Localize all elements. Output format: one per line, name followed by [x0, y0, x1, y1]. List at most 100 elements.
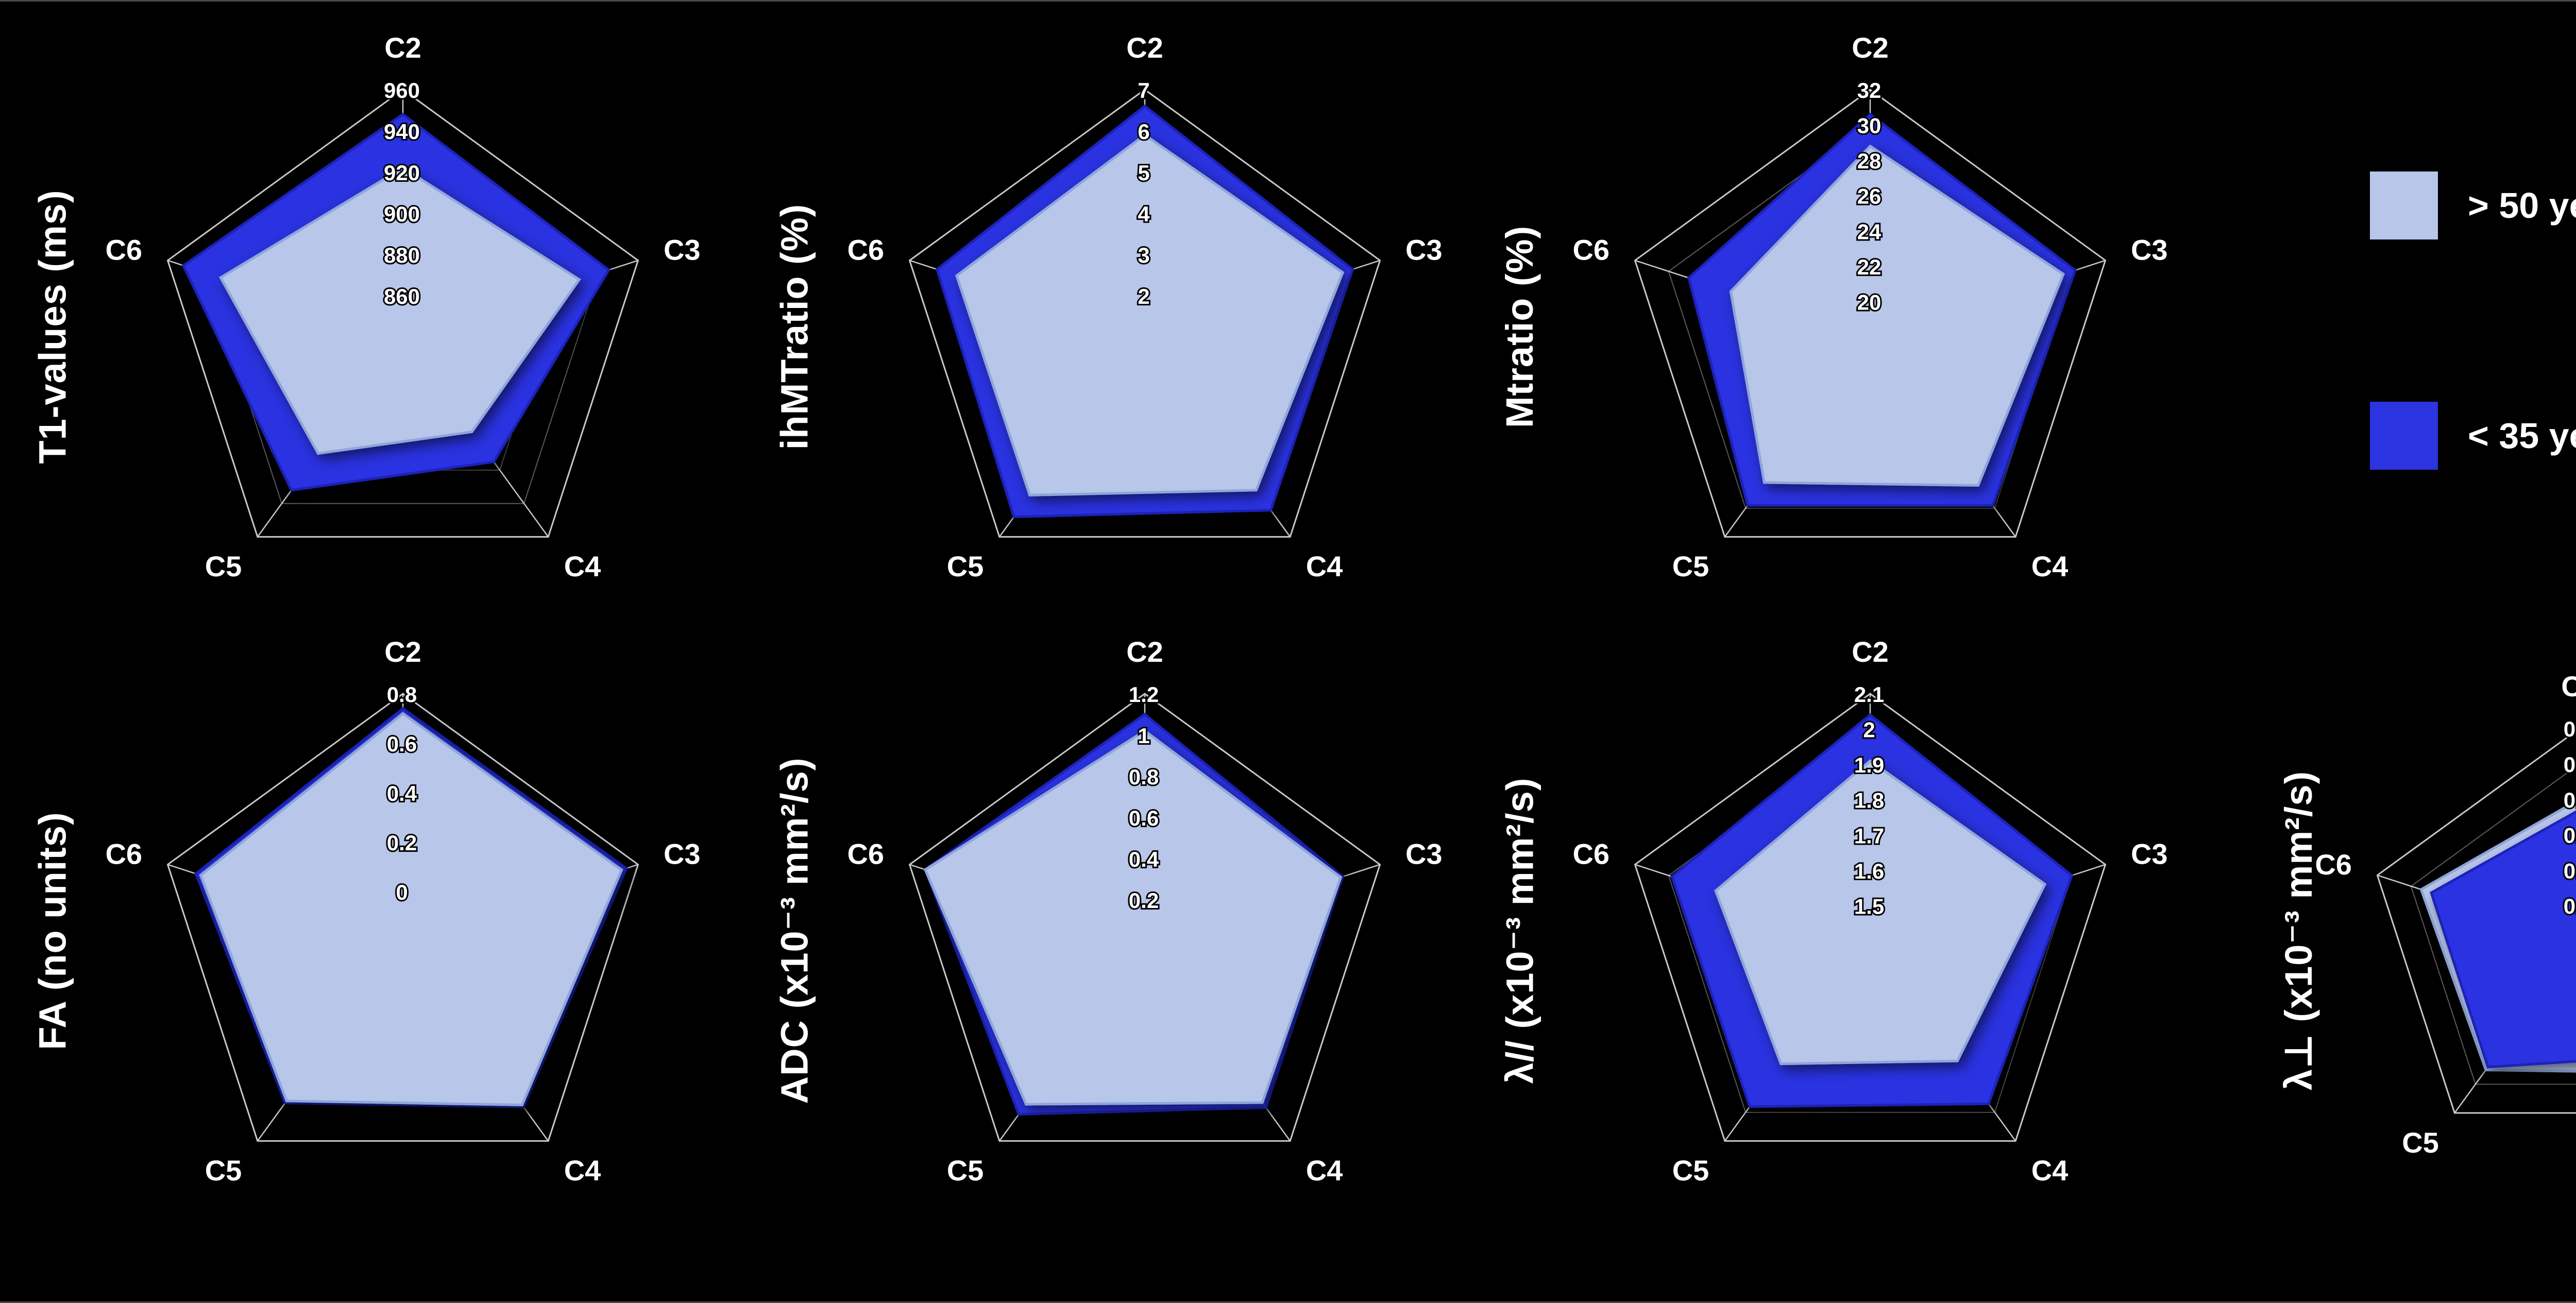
svg-text:0.3: 0.3 [2564, 859, 2576, 883]
svg-text:24: 24 [1857, 219, 1882, 244]
chart-title-mtratio: Mtratio (%) [1486, 18, 1553, 636]
svg-text:1.6: 1.6 [1854, 859, 1884, 883]
svg-text:C4: C4 [2031, 550, 2069, 582]
svg-text:1.2: 1.2 [1129, 682, 1159, 707]
svg-text:C2: C2 [384, 636, 421, 668]
legend-swatch-dark-icon [2370, 402, 2438, 470]
chart-title-ihmtratio: ihMTratio (%) [761, 18, 828, 636]
chart-title-text: Mtratio (%) [1498, 225, 1541, 428]
svg-text:0.2: 0.2 [1129, 888, 1159, 913]
svg-text:0.4: 0.4 [2564, 824, 2576, 848]
svg-text:1.7: 1.7 [1854, 824, 1884, 848]
svg-text:C5: C5 [205, 1154, 242, 1187]
svg-text:0.6: 0.6 [2564, 752, 2576, 777]
chart-title-fa: FA (no units) [19, 622, 86, 1240]
svg-text:C2: C2 [1852, 31, 1889, 64]
svg-text:C4: C4 [1306, 550, 1343, 582]
svg-text:C3: C3 [1405, 837, 1443, 870]
svg-text:920: 920 [384, 161, 420, 185]
svg-text:0.4: 0.4 [387, 781, 417, 805]
svg-text:C4: C4 [2031, 1154, 2069, 1187]
chart-title-adc: ADC (x10⁻³ mm²/s) [761, 622, 828, 1240]
svg-text:1.9: 1.9 [1854, 753, 1884, 777]
legend-label-over-50: > 50 years old [2468, 185, 2576, 226]
chart-title-text: FA (no units) [31, 811, 74, 1050]
svg-text:C4: C4 [564, 1154, 601, 1187]
svg-text:0.2: 0.2 [387, 831, 417, 855]
svg-text:C6: C6 [105, 233, 142, 266]
svg-text:C2: C2 [1852, 636, 1889, 668]
svg-text:0: 0 [396, 880, 408, 904]
svg-text:7: 7 [1138, 78, 1149, 102]
radar-chart-ihmtratio: ihMTratio (%) 7 6 5 4 3 2 C2 C3 C4 C5 C6 [773, 18, 1480, 636]
svg-text:C2: C2 [1126, 636, 1163, 668]
chart-title-text: T1-values (ms) [31, 189, 74, 464]
legend-swatch-light-icon [2370, 172, 2438, 239]
svg-text:C5: C5 [2402, 1126, 2439, 1159]
radar-chart-mtratio: Mtratio (%) 32 30 28 26 24 22 20 C2 C3 C4 C5 C6 [1499, 18, 2205, 636]
svg-text:880: 880 [384, 243, 420, 267]
svg-text:960: 960 [384, 78, 420, 102]
svg-text:C3: C3 [2131, 233, 2168, 266]
svg-text:30: 30 [1857, 114, 1882, 138]
radar-chart-lambda-parallel: λ// (x10⁻³ mm²/s) 2.1 2 1.9 1.8 1.7 1.6 1.5 C2 C… [1498, 622, 2205, 1240]
svg-text:0.6: 0.6 [387, 732, 417, 756]
svg-text:2: 2 [1863, 718, 1875, 742]
svg-text:0.8: 0.8 [1129, 765, 1159, 789]
radar-plot-adc: 1.2 1 0.8 0.6 0.4 0.2 C2 C3 C4 C5 C6 [845, 634, 1444, 1189]
svg-text:860: 860 [384, 284, 420, 308]
svg-text:2.1: 2.1 [1854, 682, 1884, 707]
svg-text:900: 900 [384, 202, 420, 226]
svg-text:C6: C6 [847, 233, 884, 266]
svg-text:C4: C4 [1306, 1154, 1343, 1187]
svg-text:28: 28 [1857, 149, 1882, 173]
chart-title-text: λ// (x10⁻³ mm²/s) [1498, 777, 1541, 1084]
svg-text:C6: C6 [1572, 233, 1609, 266]
svg-text:32: 32 [1857, 78, 1882, 102]
svg-text:C6: C6 [1572, 837, 1609, 870]
svg-text:C4: C4 [564, 550, 601, 582]
svg-text:0.4: 0.4 [1129, 847, 1159, 871]
svg-text:940: 940 [384, 119, 420, 144]
svg-text:6: 6 [1138, 119, 1149, 144]
svg-text:C5: C5 [1672, 1154, 1709, 1187]
svg-text:C2: C2 [2561, 670, 2576, 702]
svg-text:C6: C6 [847, 837, 884, 870]
svg-text:1.5: 1.5 [1854, 894, 1884, 918]
legend-item-over-50: > 50 years old [2370, 172, 2576, 239]
svg-text:0.8: 0.8 [387, 682, 417, 707]
radar-plot-mtratio: 32 30 28 26 24 22 20 C2 C3 C4 C5 C6 [1571, 30, 2170, 585]
legend-label-under-35: < 35 years old [2468, 416, 2576, 456]
chart-title-lambda-perp: λ⊥ (x10⁻³ mm²/s) [2265, 622, 2332, 1240]
svg-text:5: 5 [1138, 161, 1149, 185]
radar-plot-ihmtratio: 7 6 5 4 3 2 C2 C3 C4 C5 C6 [845, 30, 1444, 585]
radar-plot-lambda-parallel: 2.1 2 1.9 1.8 1.7 1.6 1.5 C2 C3 C4 C5 C6 [1571, 634, 2170, 1189]
legend-item-under-35: < 35 years old [2370, 402, 2576, 470]
radar-chart-t1values: T1-values (ms) 960 940 920 900 880 860 C2 C3 C4 C… [31, 18, 738, 636]
svg-text:0.6: 0.6 [1129, 806, 1159, 830]
svg-text:C2: C2 [384, 31, 421, 64]
chart-title-lambda-parallel: λ// (x10⁻³ mm²/s) [1486, 622, 1553, 1240]
svg-text:C6: C6 [2315, 848, 2352, 881]
svg-text:C5: C5 [947, 550, 984, 582]
svg-text:C2: C2 [1126, 31, 1163, 64]
svg-text:C5: C5 [947, 1154, 984, 1187]
svg-text:3: 3 [1138, 243, 1149, 267]
svg-text:26: 26 [1857, 184, 1882, 209]
svg-text:C6: C6 [105, 837, 142, 870]
radar-chart-fa: FA (no units) 0.8 0.6 0.4 0.2 0 C2 C3 C4 C5 C6 [31, 622, 738, 1240]
svg-text:0.7: 0.7 [2564, 717, 2576, 741]
svg-text:C5: C5 [205, 550, 242, 582]
svg-text:22: 22 [1857, 255, 1882, 279]
radar-plot-t1values: 960 940 920 900 880 860 C2 C3 C4 C5 C6 [104, 30, 702, 585]
svg-text:C3: C3 [664, 837, 701, 870]
chart-title-text: ihMTratio (%) [773, 203, 816, 450]
svg-text:C3: C3 [2131, 837, 2168, 870]
svg-text:20: 20 [1857, 290, 1882, 314]
chart-title-text: ADC (x10⁻³ mm²/s) [773, 757, 816, 1104]
svg-text:C5: C5 [1672, 550, 1709, 582]
radar-chart-lambda-perp: λ⊥ (x10⁻³ mm²/s) 0.70.60.50.40.30.2C2C3C… [2245, 622, 2576, 1240]
svg-text:0.5: 0.5 [2564, 788, 2576, 812]
